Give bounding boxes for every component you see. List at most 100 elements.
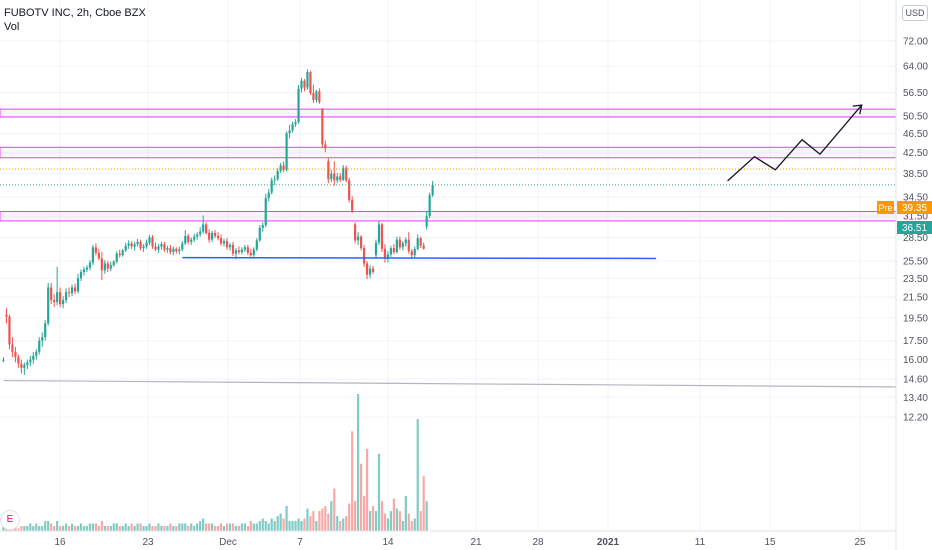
candle-body [324, 144, 327, 149]
volume-bar [324, 506, 327, 531]
price-tick-label: 25.50 [903, 256, 928, 267]
candle-body [208, 232, 211, 240]
candle-body [82, 269, 86, 273]
candle-body [154, 246, 157, 250]
candle-body [362, 248, 366, 264]
volume-bar [303, 518, 306, 531]
volume-bar [175, 526, 178, 531]
candle-body [255, 240, 258, 250]
volume-bar [231, 523, 235, 531]
candle-body [94, 247, 97, 253]
volume-legend[interactable]: Vol [4, 21, 20, 33]
currency-button[interactable]: USD [902, 5, 928, 21]
time-tick-label: 25 [854, 537, 866, 548]
candle-body [169, 248, 172, 253]
volume-bar [106, 526, 109, 531]
volume-bar [309, 516, 312, 531]
volume-bar [419, 511, 422, 531]
candle-body [410, 251, 413, 256]
tradingview-logo-icon[interactable]: E [0, 510, 20, 530]
candle-body [273, 179, 276, 181]
last-price-tag [897, 221, 932, 234]
volume-bar [416, 418, 419, 531]
candle-body [133, 244, 136, 247]
volume-bar [154, 526, 157, 531]
volume-bar [118, 526, 121, 531]
price-tick-label: 42.50 [903, 148, 928, 159]
candle-body [62, 300, 65, 305]
candle-body [175, 248, 178, 252]
candle-body [67, 292, 71, 294]
volume-bar [160, 526, 163, 531]
chart-legend[interactable]: FUBOTV INC, 2h, Cboe BZX Vol [4, 6, 146, 34]
candle-body [70, 287, 74, 294]
volume-bar [139, 523, 142, 531]
volume-bar [181, 523, 184, 531]
volume-bar [345, 516, 348, 531]
time-tick-label: 11 [695, 537, 706, 548]
price-tick-label: 14.60 [903, 375, 928, 386]
volume-bar [243, 523, 246, 531]
candle-body [431, 184, 434, 196]
volume-bar [291, 521, 294, 531]
candle-body [44, 323, 47, 338]
candle-body [258, 227, 261, 241]
volume-bar [222, 526, 226, 531]
volume-bar [50, 523, 53, 531]
candle-body [309, 72, 312, 94]
volume-bar [44, 521, 47, 531]
time-tick-label: 21 [470, 537, 482, 548]
volume-bar [41, 526, 44, 531]
volume-bar [205, 523, 208, 531]
candle-body [267, 192, 270, 199]
volume-bar [237, 526, 241, 531]
volume-bar [252, 523, 255, 531]
volume-bar [330, 501, 333, 531]
candle-body [151, 237, 154, 247]
volume-bar [208, 523, 211, 531]
volume-bar [100, 521, 103, 531]
volume-bar [127, 526, 130, 531]
candle-body [8, 316, 11, 345]
price-axis[interactable]: 12.20 13.40 14.60 16.00 17.50 19.50 21.50 23.50… [903, 37, 928, 424]
candle-body [166, 248, 169, 250]
volume-bar [32, 526, 35, 531]
candle-body [365, 263, 369, 275]
last-price-text: 36.51 [902, 223, 927, 234]
volume-bar [357, 394, 360, 531]
price-tick-label: 38.50 [903, 169, 928, 180]
time-tick-label: 2021 [597, 537, 620, 548]
price-tick-label: 50.50 [903, 112, 928, 123]
candle-body [276, 170, 279, 180]
volume-bar [136, 523, 139, 531]
candle-body [383, 248, 387, 259]
candle-body [136, 241, 139, 245]
price-zone [0, 146, 897, 159]
volume-bar [401, 521, 404, 531]
candle-body [428, 195, 431, 217]
candle-body [374, 242, 378, 256]
volume-bar [315, 521, 318, 531]
candle-body [181, 243, 184, 250]
candle-body [29, 359, 32, 363]
candle-body [306, 72, 309, 88]
volume-bar [273, 521, 276, 531]
volume-bar [282, 518, 285, 531]
candle-body [127, 243, 130, 246]
candle-body [178, 249, 181, 252]
volume-bar [374, 511, 378, 531]
candle-body [234, 250, 238, 254]
time-axis[interactable]: 16 23 Dec 7 14 21 28 2021 11 15 25 [54, 537, 866, 548]
candle-body [264, 198, 267, 226]
candle-body [79, 272, 83, 279]
volume-bar [187, 526, 190, 531]
pre-price-text: 39.35 [902, 203, 927, 214]
volume-bar [297, 518, 300, 531]
volume-bar [365, 448, 369, 531]
volume-bar [151, 526, 154, 531]
candle-body [56, 292, 59, 303]
volume-bar [422, 476, 425, 531]
candle-body [148, 237, 151, 243]
symbol-title[interactable]: FUBOTV INC, 2h, Cboe BZX [4, 7, 146, 19]
